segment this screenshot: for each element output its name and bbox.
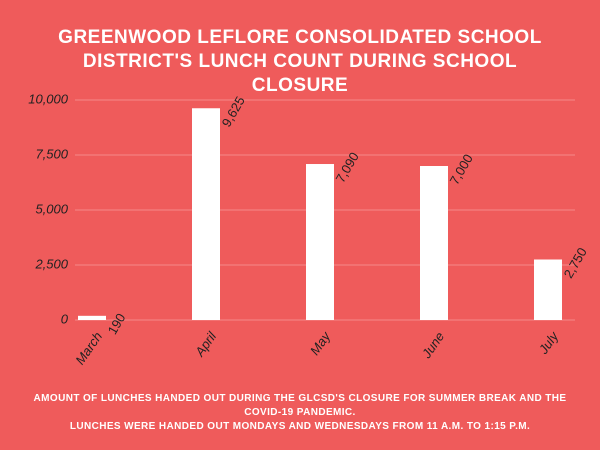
x-tick-label: May: [307, 328, 334, 358]
x-tick-label: June: [418, 329, 447, 362]
y-tick-label: 10,000: [28, 91, 69, 106]
value-label: 7,000: [447, 152, 476, 188]
x-tick-label: March: [72, 329, 105, 367]
y-tick-label: 7,500: [35, 146, 68, 161]
notes: AMOUNT OF LUNCHES HANDED OUT DURING THE …: [20, 392, 580, 434]
value-label: 2,750: [561, 245, 590, 281]
bar: [78, 315, 106, 320]
value-label: 190: [105, 311, 129, 337]
y-tick-label: 2,500: [34, 256, 68, 271]
x-tick-label: July: [535, 328, 562, 358]
x-tick-label: April: [191, 328, 219, 360]
bar: [534, 259, 562, 320]
y-tick-label: 5,000: [35, 201, 68, 216]
bar: [306, 164, 334, 320]
value-label: 9,625: [219, 94, 248, 130]
bar: [192, 108, 220, 320]
note: LUNCHES WERE HANDED OUT MONDAYS AND WEDN…: [69, 421, 531, 432]
bar: [420, 166, 448, 320]
note: AMOUNT OF LUNCHES HANDED OUT DURING THE …: [33, 393, 567, 418]
chart-title: GREENWOOD LEFLORE CONSOLIDATED SCHOOL DI…: [58, 27, 542, 96]
y-tick-label: 0: [61, 311, 69, 326]
